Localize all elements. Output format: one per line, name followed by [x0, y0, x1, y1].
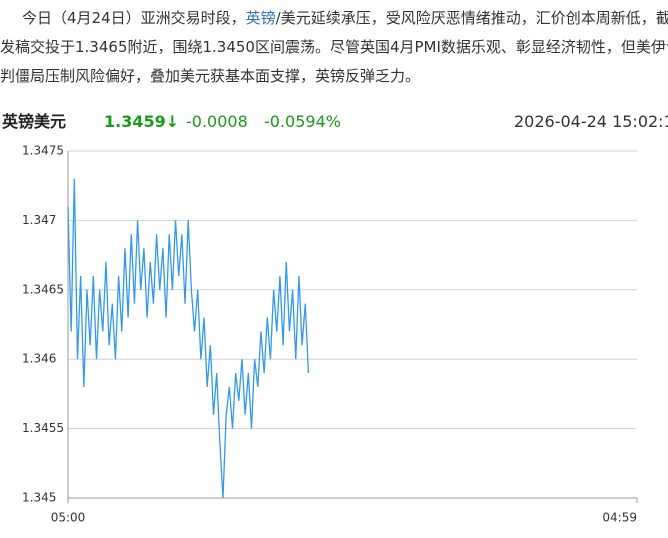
quote-time: 2026-04-24 15:02:13 — [514, 112, 668, 131]
quote-change: -0.0008 — [186, 112, 248, 131]
quote-price: 1.3459↓ — [104, 112, 180, 131]
y-tick-label: 1.3455 — [22, 421, 64, 435]
article: 今日（4月24日）亚洲交易时段，英镑/美元延续承压，受风险厌恶情绪推动，汇价创本… — [0, 4, 668, 91]
chart: 1.345 1.3455 1.346 1.3465 1.347 1.3475 05:00 04… — [22, 144, 638, 525]
x-tick-label: 04:59 — [602, 511, 637, 525]
quote-change-pct: -0.0594% — [264, 112, 341, 131]
article-text: 今日（4月24日）亚洲交易时段， — [22, 9, 246, 27]
price-line — [67, 178, 310, 499]
y-tick-label: 1.346 — [22, 352, 56, 366]
link[interactable]: 英镑 — [245, 9, 276, 27]
y-tick-label: 1.345 — [22, 491, 56, 505]
article-text: /美元延续承压，受风险厌恶情绪推动，汇价创本周新低，截至发稿交投于1.3465附… — [0, 9, 668, 85]
y-tick-label: 1.347 — [22, 213, 56, 227]
x-tick-label: 05:00 — [51, 511, 86, 525]
y-tick-label: 1.3475 — [22, 144, 64, 158]
quote-name: 英镑美元 — [2, 112, 67, 131]
quote-header: 英镑美元 1.3459↓ -0.0008 -0.0594% 2026-04-24… — [0, 108, 668, 136]
y-tick-label: 1.3465 — [22, 282, 64, 296]
